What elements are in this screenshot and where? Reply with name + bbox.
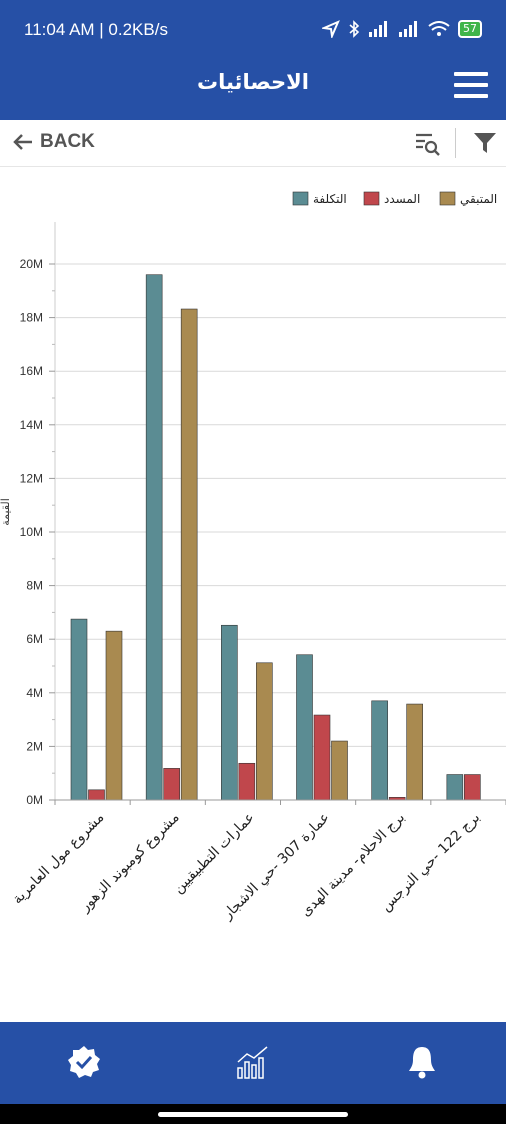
bar bbox=[446, 774, 464, 801]
bar-chart: التكلفة المسدد المتبقي 0M 2M 4M 6M 8M 10M 12M 14M… bbox=[0, 191, 506, 923]
signal-icon-2 bbox=[399, 21, 417, 37]
bar bbox=[221, 624, 238, 801]
legend-swatch bbox=[439, 191, 456, 206]
y-tick-label: 8M bbox=[26, 579, 43, 593]
bell-icon[interactable] bbox=[404, 1044, 440, 1080]
legend-label: المسدد bbox=[384, 192, 420, 206]
search-list-icon[interactable] bbox=[414, 130, 440, 156]
back-label: BACK bbox=[40, 131, 95, 152]
bar bbox=[88, 789, 105, 801]
arrow-left-icon bbox=[13, 134, 32, 150]
battery-icon: 57 bbox=[458, 20, 482, 38]
bar bbox=[163, 768, 180, 801]
bar bbox=[464, 774, 481, 801]
bar bbox=[371, 700, 388, 801]
status-bar: 11:04 AM | 0.2KB/s 57 bbox=[0, 0, 506, 64]
bar bbox=[145, 274, 163, 801]
status-time: 11:04 AM | 0.2KB/s bbox=[24, 20, 168, 39]
y-tick-label: 14M bbox=[20, 418, 43, 432]
y-tick-label: 16M bbox=[20, 364, 43, 378]
status-icons: 57 bbox=[322, 20, 482, 38]
system-nav-bar bbox=[0, 1104, 506, 1124]
legend-swatch bbox=[292, 191, 309, 206]
bar bbox=[105, 630, 123, 801]
legend-swatch bbox=[363, 191, 380, 206]
bar bbox=[331, 740, 348, 801]
y-tick-label: 0M bbox=[26, 793, 43, 807]
y-tick-label: 20M bbox=[20, 257, 43, 271]
legend-label: التكلفة bbox=[313, 192, 347, 206]
back-button[interactable]: BACK bbox=[12, 131, 95, 153]
menu-icon[interactable] bbox=[454, 72, 488, 98]
x-tick-label: عمارات التطبيقيين bbox=[170, 810, 257, 897]
home-indicator[interactable] bbox=[158, 1112, 348, 1117]
app-bar: الاحصائيات bbox=[0, 64, 506, 120]
bar bbox=[238, 762, 256, 801]
toolbar-divider bbox=[455, 128, 456, 158]
y-tick-label: 6M bbox=[26, 632, 43, 646]
y-tick-label: 12M bbox=[20, 471, 43, 485]
legend-label: المتبقي bbox=[460, 192, 497, 206]
y-tick-label: 10M bbox=[20, 525, 43, 539]
y-tick-label: 4M bbox=[26, 686, 43, 700]
y-axis-label: القيمة bbox=[0, 498, 12, 526]
bar bbox=[70, 618, 88, 801]
y-tick-label: 2M bbox=[26, 739, 43, 753]
page-title: الاحصائيات bbox=[197, 70, 309, 94]
bluetooth-icon bbox=[349, 20, 360, 38]
bottom-nav bbox=[0, 1022, 506, 1104]
chart-bars bbox=[70, 274, 481, 801]
bar bbox=[296, 654, 313, 801]
bar bbox=[313, 714, 331, 801]
verified-icon[interactable] bbox=[66, 1044, 102, 1080]
y-axis: 0M 2M 4M 6M 8M 10M 12M 14M 16M 18M 20M bbox=[20, 257, 55, 807]
wifi-icon bbox=[428, 21, 450, 36]
chart-legend: التكلفة المسدد المتبقي bbox=[292, 191, 497, 206]
chart-grid bbox=[54, 222, 506, 801]
location-icon bbox=[322, 20, 340, 38]
toolbar: BACK bbox=[0, 120, 506, 167]
stats-chart-icon[interactable] bbox=[235, 1044, 271, 1080]
y-tick-label: 18M bbox=[20, 311, 43, 325]
bar bbox=[406, 703, 423, 801]
signal-icon bbox=[369, 21, 387, 37]
bar bbox=[256, 662, 273, 801]
bar bbox=[180, 308, 198, 801]
filter-icon[interactable] bbox=[472, 130, 498, 156]
